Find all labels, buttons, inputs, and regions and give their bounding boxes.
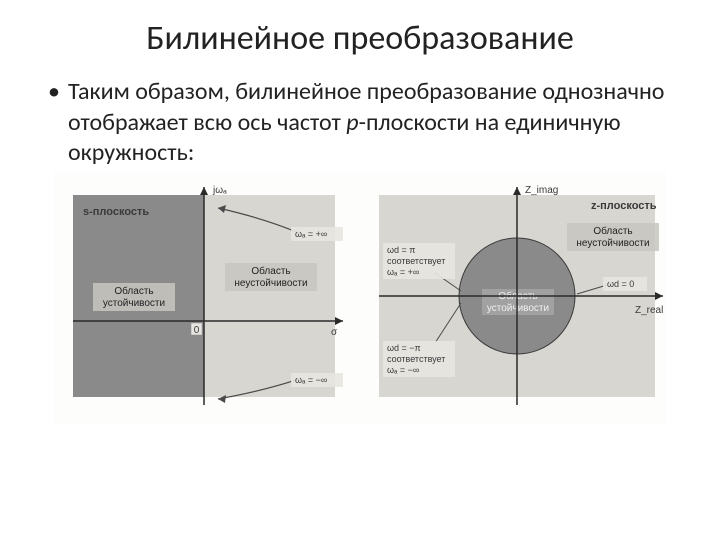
s-origin-label: 0: [194, 325, 200, 336]
z-plane-title: z-плоскость: [591, 200, 657, 212]
z-outside-label-l2: неустойчивости: [576, 238, 649, 249]
diagram-svg: s-плоскость Область устойчивости Область…: [53, 173, 667, 425]
z-tl-annot-l1: ωd = π: [387, 245, 416, 255]
bullet-marker: •: [48, 77, 68, 169]
z-x-arrow: [655, 292, 663, 300]
z-plane-group: z-плоскость Область неустойчивости Облас…: [379, 185, 663, 405]
z-bl-annot-l2: соответствует: [387, 354, 445, 364]
s-x-axis-label: σ: [331, 327, 338, 338]
s-x-arrow: [335, 317, 343, 325]
bullet-content: Таким образом, билинейное преобразование…: [68, 77, 672, 169]
z-tl-annot-l3: ωₐ = +∞: [387, 267, 419, 277]
italic-p: р: [346, 108, 358, 137]
s-plane-title: s-плоскость: [83, 206, 149, 218]
z-right-annot: ωd = 0: [607, 279, 634, 289]
s-stable-label-l2: устойчивости: [103, 298, 165, 309]
s-unstable-label-l1: Область: [251, 265, 290, 277]
z-tl-annot-l2: соответствует: [387, 256, 445, 266]
s-y-axis-label: jωₐ: [212, 185, 227, 196]
s-top-annot: ωₐ = +∞: [295, 229, 327, 239]
z-bl-annot-l1: ωd = −π: [387, 343, 421, 353]
z-bl-annot-l3: ωₐ = −∞: [387, 365, 419, 375]
z-y-axis-label: Z_imag: [525, 185, 558, 196]
s-y-arrow: [200, 187, 208, 195]
z-y-arrow: [513, 187, 521, 195]
z-outside-label-l1: Область: [593, 225, 632, 237]
slide-title: Билинейное преобразование: [0, 0, 720, 59]
s-stable-label-l1: Область: [114, 285, 153, 297]
slide: Билинейное преобразование • Таким образо…: [0, 0, 720, 540]
s-bottom-annot: ωₐ = −∞: [295, 375, 327, 385]
figure-area: s-плоскость Область устойчивости Область…: [53, 173, 667, 425]
s-unstable-label-l2: неустойчивости: [234, 278, 307, 289]
body-text: • Таким образом, билинейное преобразован…: [0, 59, 720, 169]
z-inside-label-l2: устойчивости: [487, 303, 549, 314]
bullet-item: • Таким образом, билинейное преобразован…: [48, 77, 672, 169]
s-plane-group: s-плоскость Область устойчивости Область…: [73, 185, 343, 405]
z-x-axis-label: Z_real: [635, 305, 663, 316]
